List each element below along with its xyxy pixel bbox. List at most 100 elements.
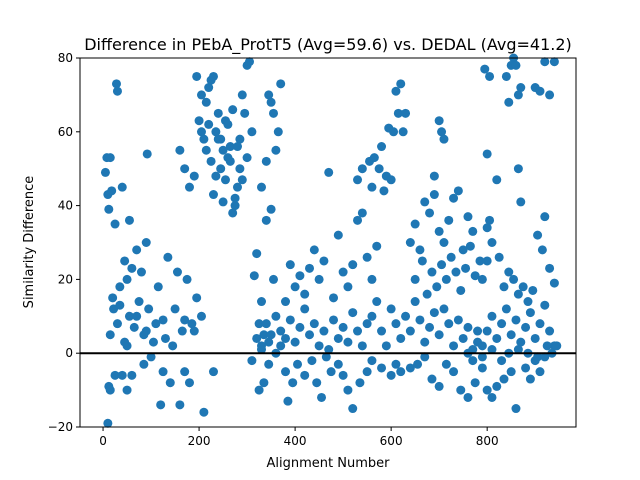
data-point-260	[441, 274, 451, 284]
data-point-135	[247, 356, 257, 366]
data-point-227	[415, 315, 425, 325]
data-point-95	[206, 156, 216, 166]
data-point-93	[247, 127, 257, 137]
data-point-15	[124, 215, 134, 225]
data-point-164	[300, 289, 310, 299]
data-point-73	[199, 134, 209, 144]
data-point-79	[213, 108, 223, 118]
data-point-233	[444, 319, 454, 329]
data-point-46	[189, 326, 199, 336]
data-point-284	[487, 392, 497, 402]
data-point-228	[420, 337, 430, 347]
data-point-24	[117, 370, 127, 380]
data-point-111	[237, 175, 247, 185]
data-point-359	[257, 341, 266, 351]
data-point-56	[192, 293, 202, 303]
data-point-297	[516, 337, 526, 347]
data-point-30	[158, 367, 168, 377]
data-point-44	[170, 304, 180, 314]
data-point-303	[545, 326, 555, 336]
data-point-230	[429, 308, 439, 318]
data-point-273	[413, 359, 423, 369]
data-point-251	[458, 245, 468, 255]
data-point-274	[420, 352, 430, 362]
data-point-88	[235, 134, 245, 144]
y-tick-label: 20	[58, 272, 73, 286]
data-point-247	[439, 238, 449, 247]
data-point-145	[295, 322, 305, 332]
data-point-126	[254, 319, 264, 329]
data-point-70	[194, 116, 204, 126]
data-point-298	[521, 322, 531, 332]
data-point-115	[269, 108, 278, 118]
data-point-113	[264, 90, 274, 100]
data-point-292	[492, 333, 502, 343]
data-point-74	[201, 97, 211, 107]
data-point-213	[398, 127, 408, 137]
data-point-78	[211, 127, 221, 137]
data-point-210	[391, 86, 401, 96]
data-point-151	[324, 345, 334, 355]
data-point-217	[367, 311, 377, 321]
data-point-13	[122, 274, 132, 284]
data-point-155	[343, 337, 353, 347]
data-point-302	[540, 300, 550, 310]
data-point-244	[425, 208, 435, 218]
data-point-307	[487, 238, 497, 247]
data-point-283	[482, 385, 492, 395]
data-point-173	[343, 282, 353, 292]
data-point-85	[228, 105, 238, 115]
data-point-199	[396, 367, 406, 377]
data-point-35	[199, 407, 209, 417]
data-point-312	[509, 274, 519, 284]
data-point-86	[230, 201, 240, 211]
data-point-121	[252, 249, 262, 259]
data-point-282	[477, 363, 487, 373]
data-point-14	[127, 263, 137, 273]
data-point-347	[552, 341, 562, 351]
data-point-64	[187, 319, 197, 329]
data-point-177	[362, 252, 372, 262]
data-point-75	[204, 83, 214, 93]
x-tick-label: 800	[476, 434, 499, 448]
data-point-146	[300, 304, 310, 314]
data-point-152	[329, 315, 339, 325]
data-point-33	[180, 367, 190, 377]
data-point-63	[177, 326, 187, 336]
data-point-71	[192, 71, 202, 81]
data-point-255	[417, 256, 427, 266]
data-point-209	[389, 127, 399, 137]
data-point-110	[228, 208, 238, 218]
data-point-124	[266, 204, 276, 214]
data-point-98	[220, 175, 230, 185]
data-point-179	[372, 241, 382, 251]
data-point-131	[283, 396, 293, 406]
data-point-69	[189, 171, 199, 181]
data-point-47	[108, 293, 118, 303]
data-point-340	[549, 57, 559, 67]
data-point-168	[319, 256, 329, 266]
data-point-309	[494, 252, 504, 262]
data-point-334	[513, 164, 523, 174]
data-point-158	[357, 341, 367, 351]
data-point-306	[482, 256, 492, 266]
data-point-223	[396, 333, 406, 343]
data-point-18	[141, 238, 151, 247]
data-point-338	[540, 57, 550, 67]
data-point-190	[338, 370, 348, 380]
data-point-170	[329, 293, 339, 303]
data-point-125	[269, 274, 278, 284]
x-axis-label: Alignment Number	[267, 456, 391, 471]
data-point-52	[153, 282, 163, 292]
data-point-165	[305, 263, 315, 273]
data-point-20	[103, 418, 113, 428]
data-point-324	[501, 71, 511, 81]
data-point-318	[537, 245, 547, 255]
data-point-122	[257, 297, 266, 307]
data-point-272	[405, 363, 415, 373]
data-point-67	[180, 164, 190, 174]
data-point-89	[237, 90, 247, 100]
data-point-342	[525, 374, 535, 384]
data-point-204	[369, 153, 379, 163]
data-point-59	[139, 330, 149, 340]
